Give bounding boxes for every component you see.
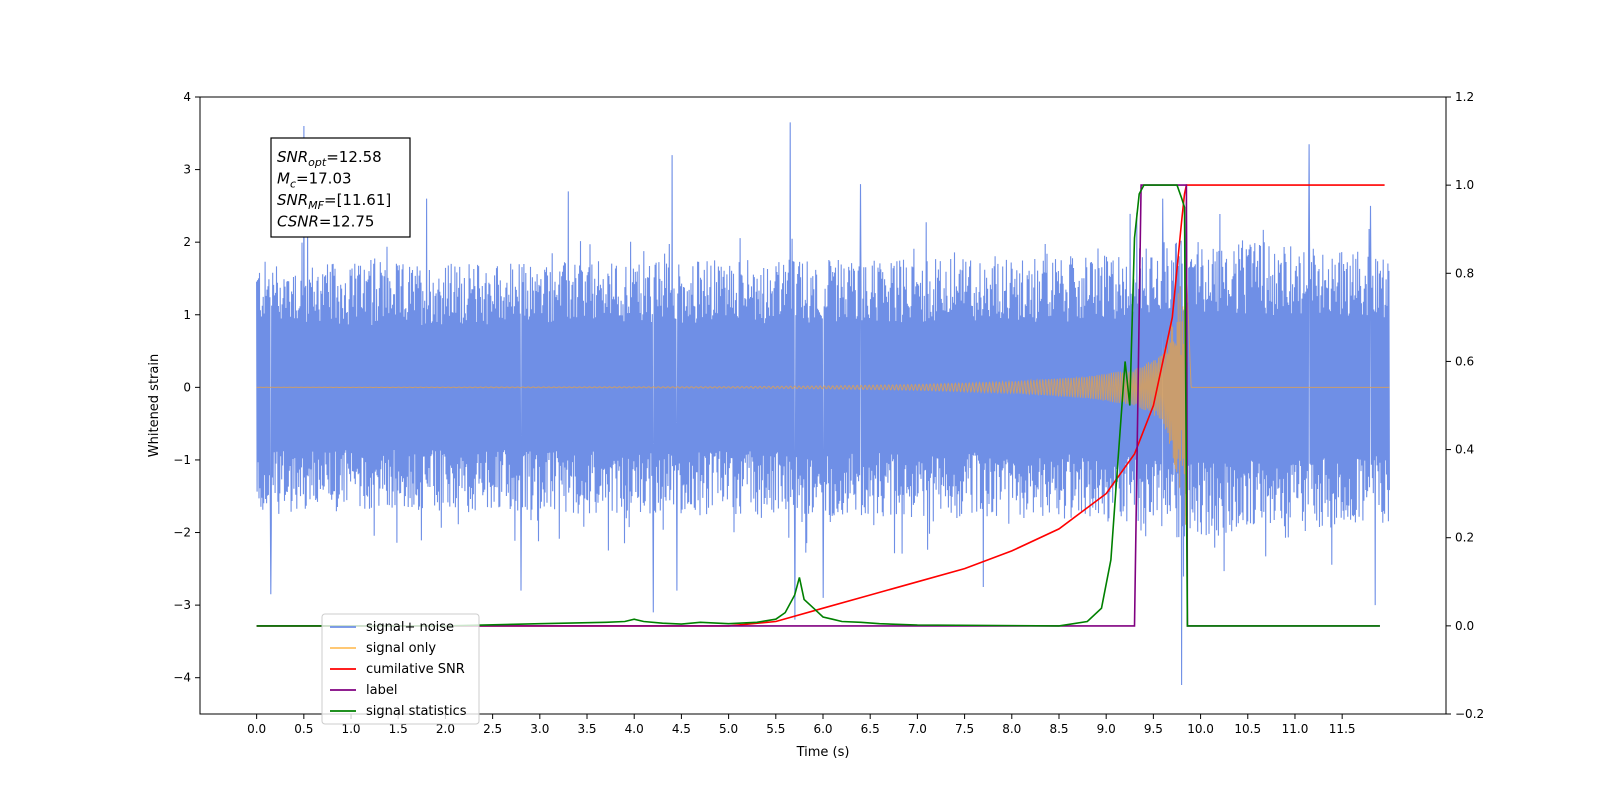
legend-label: label bbox=[366, 683, 397, 698]
y2-tick-label: 0.2 bbox=[1455, 531, 1474, 545]
x-tick-label: 1.0 bbox=[341, 722, 360, 736]
legend-label: signal+ noise bbox=[366, 620, 454, 635]
series-signal-statistics bbox=[256, 184, 1380, 627]
legend-label: signal statistics bbox=[366, 704, 467, 719]
x-tick-label: 6.5 bbox=[861, 722, 880, 736]
x-tick-label: 9.0 bbox=[1097, 722, 1116, 736]
annotation-line: SNRMF=[11.61] bbox=[277, 191, 391, 212]
x-tick-label: 10.5 bbox=[1234, 722, 1261, 736]
y2-tick-label: 0.0 bbox=[1455, 619, 1474, 633]
y2-tick-label: 0.8 bbox=[1455, 266, 1474, 280]
x-tick-label: 10.0 bbox=[1187, 722, 1214, 736]
x-tick-label: 3.5 bbox=[577, 722, 596, 736]
y2-tick-label: 1.0 bbox=[1455, 178, 1474, 192]
legend-label: signal only bbox=[366, 641, 436, 656]
y-tick-label: −2 bbox=[173, 526, 191, 540]
y-tick-label: 2 bbox=[183, 235, 191, 249]
y2-tick-label: 0.4 bbox=[1455, 443, 1474, 457]
x-tick-label: 5.0 bbox=[719, 722, 738, 736]
x-tick-label: 5.5 bbox=[766, 722, 785, 736]
legend-label: cumilative SNR bbox=[366, 662, 465, 677]
legend: signal+ noise signal only cumilative SNR la… bbox=[321, 613, 480, 725]
plot-area bbox=[256, 122, 1390, 686]
annotation-line: Mc=17.03 bbox=[277, 170, 352, 191]
y-tick-label: 1 bbox=[183, 308, 191, 322]
annotation-line: CSNR=12.75 bbox=[277, 213, 374, 231]
y-tick-label: 0 bbox=[183, 380, 191, 394]
y2-tick-label: 0.6 bbox=[1455, 354, 1474, 368]
x-axis-label: Time (s) bbox=[796, 745, 850, 760]
x-tick-label: 9.5 bbox=[1144, 722, 1163, 736]
x-tick-label: 8.5 bbox=[1049, 722, 1068, 736]
x-tick-label: 7.5 bbox=[955, 722, 974, 736]
x-axis: 0.0 0.5 1.0 1.5 2.0 2.5 3.0 3.5 4.0 4.5 5.0 5.5 6.0 6… bbox=[247, 714, 1356, 736]
y-tick-label: −3 bbox=[173, 598, 191, 612]
stats-annotation: SNRopt=12.58Mc=17.03SNRMF=[11.61]CSNR=12… bbox=[270, 137, 411, 238]
y-axis-right: −0.2 0.0 0.2 0.4 0.6 0.8 1.0 1.2 bbox=[1446, 90, 1484, 721]
x-tick-label: 11.0 bbox=[1282, 722, 1309, 736]
x-tick-label: 4.5 bbox=[672, 722, 691, 736]
series-signal-only bbox=[256, 253, 1390, 525]
y2-tick-label: −0.2 bbox=[1455, 707, 1484, 721]
y2-tick-label: 1.2 bbox=[1455, 90, 1474, 104]
y-tick-label: 4 bbox=[183, 90, 191, 104]
x-tick-label: 4.0 bbox=[625, 722, 644, 736]
x-tick-label: 2.5 bbox=[483, 722, 502, 736]
y-tick-label: −1 bbox=[173, 453, 191, 467]
x-tick-label: 0.5 bbox=[294, 722, 313, 736]
y-axis-label: Whitened strain bbox=[147, 354, 162, 457]
legend-frame bbox=[321, 613, 480, 725]
x-tick-label: 8.0 bbox=[1002, 722, 1021, 736]
annotation-line: SNRopt=12.58 bbox=[277, 148, 382, 169]
x-tick-label: 11.5 bbox=[1329, 722, 1356, 736]
series-signal-noise bbox=[256, 122, 1390, 686]
x-tick-label: 7.0 bbox=[908, 722, 927, 736]
y-tick-label: −4 bbox=[173, 671, 191, 685]
x-tick-label: 1.5 bbox=[389, 722, 408, 736]
y-axis-left: −4 −3 −2 −1 0 1 2 3 4 bbox=[173, 90, 200, 685]
annotation-frame bbox=[270, 137, 411, 238]
x-tick-label: 3.0 bbox=[530, 722, 549, 736]
x-tick-label: 2.0 bbox=[436, 722, 455, 736]
y-tick-label: 3 bbox=[183, 163, 191, 177]
x-tick-label: 6.0 bbox=[813, 722, 832, 736]
x-tick-label: 0.0 bbox=[247, 722, 266, 736]
